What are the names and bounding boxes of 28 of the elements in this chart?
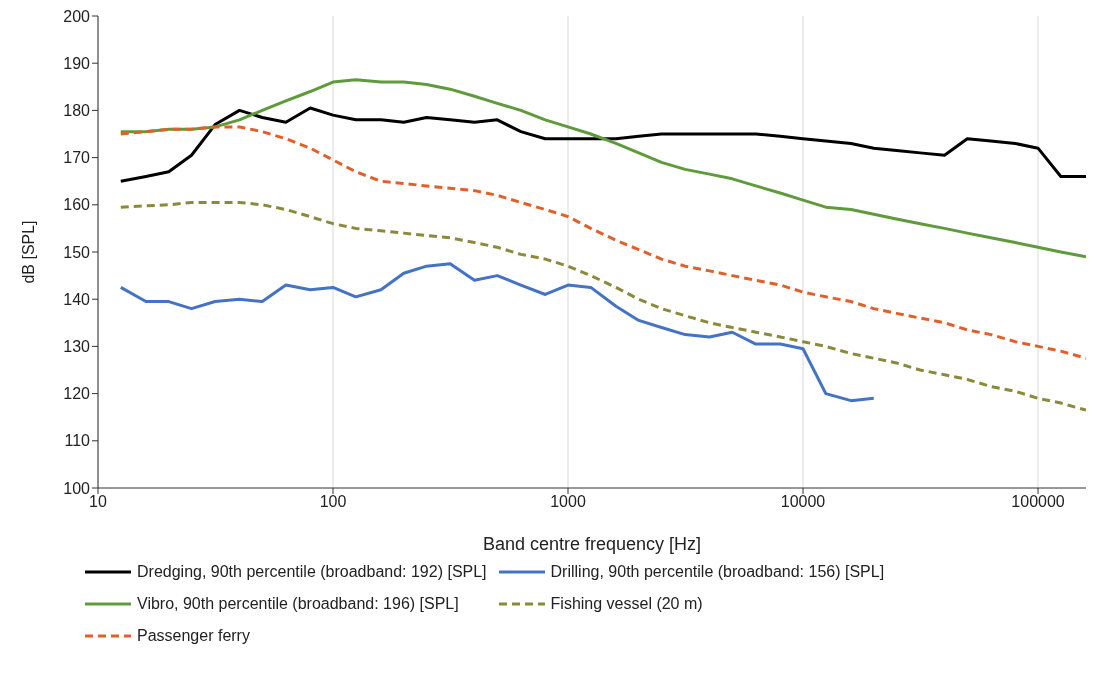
y-tick-label: 130 bbox=[63, 338, 91, 356]
y-tick-label: 170 bbox=[63, 149, 91, 167]
x-axis-title: Band centre frequency [Hz] bbox=[482, 534, 702, 554]
line-series bbox=[119, 106, 1086, 183]
legend-label: Fishing vessel (20 m) bbox=[550, 595, 703, 613]
y-tick-label: 180 bbox=[63, 102, 91, 120]
y-tick-label: 150 bbox=[63, 243, 91, 261]
x-tick-label: 10 bbox=[89, 493, 107, 511]
x-tick-label: 1000 bbox=[550, 493, 586, 511]
legend-label: Dredging, 90th percentile (broadband: 192) [SPL] bbox=[137, 563, 487, 581]
x-tick-label: 10000 bbox=[780, 493, 826, 511]
y-tick-label: 120 bbox=[63, 385, 91, 403]
line-series bbox=[119, 200, 1086, 412]
x-tick-label: 100 bbox=[319, 493, 347, 511]
line-series bbox=[119, 125, 1086, 360]
y-tick-label: 200 bbox=[63, 7, 91, 25]
legend-label: Vibro, 90th percentile (broadband: 196) [SPL] bbox=[137, 595, 459, 613]
y-tick-label: 110 bbox=[64, 432, 91, 450]
y-axis-title: dB [SPL] bbox=[19, 220, 37, 284]
x-tick-label: 100000 bbox=[1011, 493, 1065, 511]
legend-label: Passenger ferry bbox=[137, 627, 250, 645]
legend-label: Drilling, 90th percentile (broadband: 156) [SPL] bbox=[550, 563, 885, 581]
y-tick-label: 100 bbox=[63, 479, 91, 497]
line-series bbox=[119, 262, 876, 403]
line-series bbox=[119, 78, 1086, 259]
y-tick-label: 190 bbox=[63, 54, 91, 72]
y-tick-label: 140 bbox=[63, 290, 91, 308]
y-tick-label: 160 bbox=[63, 196, 91, 214]
